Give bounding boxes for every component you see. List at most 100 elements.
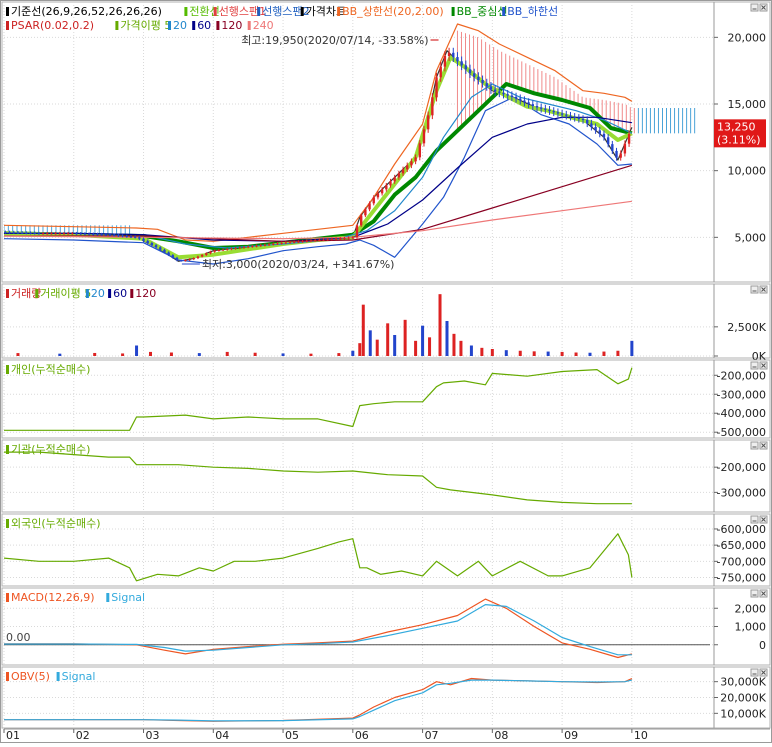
candle-body [217, 250, 221, 252]
candle-body [548, 109, 551, 112]
volume-bar [518, 350, 522, 356]
y-tick-label: -650,000 [717, 539, 766, 552]
volume-bar [93, 352, 97, 356]
candle-body [25, 232, 28, 234]
candle-body [560, 113, 564, 115]
y-tick-label: 20,000 [728, 31, 767, 44]
candle-body [309, 240, 313, 242]
candle-body [50, 233, 53, 235]
candle-body [485, 83, 488, 87]
candle-body [619, 153, 622, 158]
y-tick-label: 10,000 [728, 165, 767, 178]
legend-label: Signal [111, 591, 145, 604]
panel-minimize-button[interactable] [750, 441, 759, 450]
volume-bar [414, 340, 418, 356]
legend-label: 거래이평 5 [40, 287, 91, 300]
candle-body [255, 245, 258, 247]
candle-body [502, 92, 505, 95]
legend-swatch [257, 7, 261, 16]
candle-body [104, 234, 108, 236]
y-tick-label: 30,000K [720, 676, 766, 689]
current-price-change: (3.11%) [717, 133, 761, 146]
candle-body [418, 143, 421, 158]
candle-body [96, 234, 99, 236]
volume-bar [532, 351, 536, 356]
legend-label: BB_상한선(20,2.00) [342, 5, 444, 18]
legend-swatch [216, 21, 220, 30]
x-tick-label: 09 [564, 729, 578, 742]
candle-body [238, 247, 241, 249]
candle-body [41, 233, 45, 235]
volume-bar [428, 337, 432, 356]
candle-body [602, 133, 606, 138]
volume-bar [135, 345, 139, 356]
legend-label: 가격차트 [306, 5, 346, 18]
x-tick-label: 06 [355, 729, 369, 742]
x-tick-label: 01 [6, 729, 20, 742]
candle-body [87, 233, 91, 235]
candle-body [267, 244, 271, 246]
legend-label: 거래량 [11, 287, 41, 300]
candle-body [234, 248, 237, 250]
legend-label: 240 [253, 19, 274, 32]
volume-bar [169, 352, 173, 356]
candle-body [611, 144, 614, 151]
y-tick-label: 5,000 [735, 231, 767, 244]
legend-swatch [6, 593, 9, 602]
panel-minimize-button[interactable] [750, 515, 759, 524]
plot-area [4, 677, 633, 722]
candle-body [133, 236, 137, 238]
legend-label: MACD(12,26,9) [11, 591, 95, 604]
candle-body [481, 80, 484, 84]
candle-body [368, 203, 371, 210]
volume-bar [438, 294, 442, 356]
candle-body [62, 233, 66, 235]
candle-body [443, 56, 447, 67]
series-line-BB_중심선 [4, 82, 633, 250]
volume-bar [121, 353, 125, 356]
candle-body [397, 173, 401, 178]
candle-body [125, 236, 128, 237]
volume-bar [281, 353, 285, 356]
panel-minimize-button[interactable] [750, 3, 759, 12]
candle-body [439, 66, 442, 78]
volume-bar [351, 350, 355, 356]
candle-body [179, 260, 183, 262]
panel-minimize-button[interactable] [750, 285, 759, 294]
volume-bar [149, 351, 153, 356]
legend-label: 120 [221, 19, 242, 32]
panel-minimize-button[interactable] [750, 361, 759, 370]
series-line-60 [4, 116, 632, 242]
candle-body [79, 233, 82, 235]
candle-body [92, 233, 95, 235]
candle-body [246, 246, 250, 248]
x-tick-label: 07 [425, 729, 439, 742]
candle-body [188, 259, 191, 261]
candle-body [493, 89, 497, 92]
candle-body [205, 253, 208, 255]
x-tick-label: 03 [146, 729, 160, 742]
candle-body [66, 233, 70, 235]
legend-label: 60 [113, 287, 127, 300]
candle-body [8, 232, 11, 234]
candle-body [435, 77, 438, 98]
candle-body [280, 242, 283, 244]
legend-label: 전환선 [189, 5, 219, 18]
y-tick-label: -700,000 [717, 555, 766, 568]
y-tick-label: 1,000 [735, 621, 767, 634]
legend-swatch [106, 593, 110, 602]
candle-body [83, 233, 87, 235]
legend-label: 가격이평 5 [120, 19, 171, 32]
low-annotation: 최저:3,000(2020/03/24, +341.67%) [202, 258, 395, 271]
candle-body [627, 133, 631, 144]
candle-body [623, 143, 627, 154]
legend-swatch [6, 445, 9, 454]
panel-minimize-button[interactable] [750, 589, 759, 598]
legend-label: 20 [173, 19, 187, 32]
legend-swatch [6, 365, 9, 374]
panel-minimize-button[interactable] [750, 668, 759, 677]
candle-body [117, 235, 120, 237]
panel-price: 5,000 10,000 15,000 20,000 최고:19,950(2020/07… [1, 1, 771, 283]
candle-body [259, 245, 262, 247]
